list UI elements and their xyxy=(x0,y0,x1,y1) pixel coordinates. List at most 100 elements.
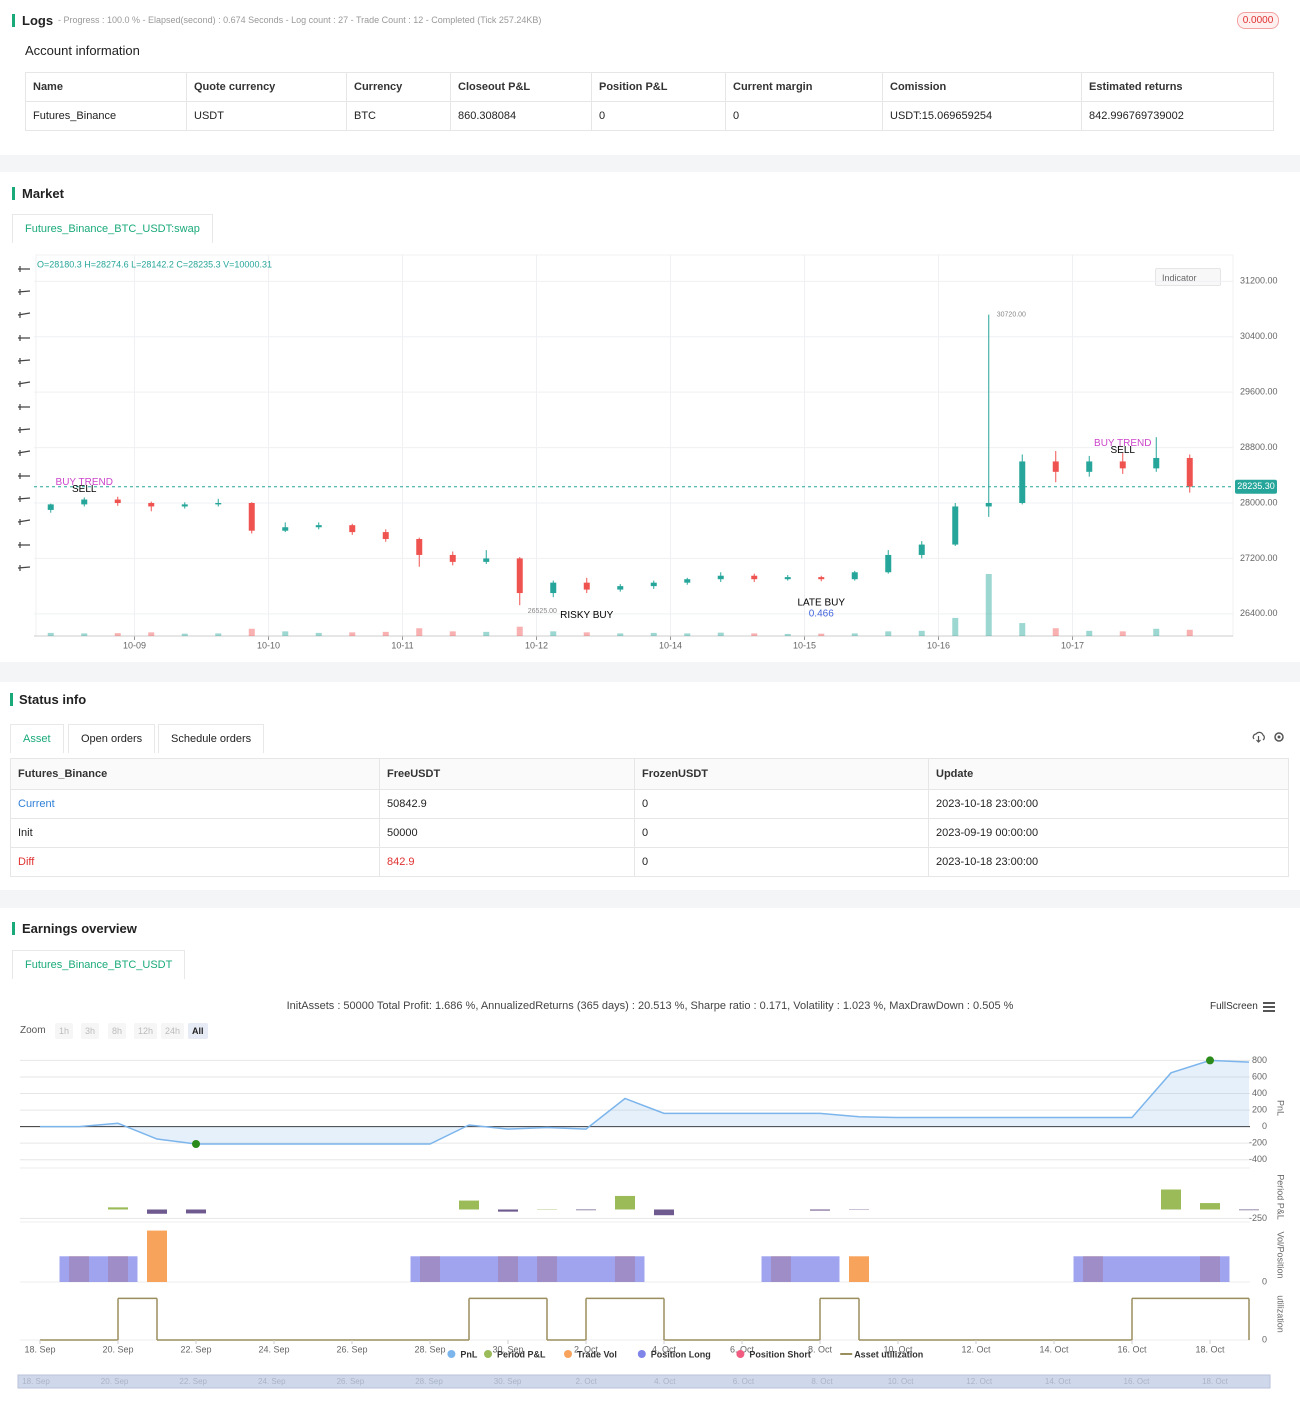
status-table: Futures_Binance FreeUSDT FrozenUSDT Update C… xyxy=(10,758,1289,877)
annotation: BUY TREND xyxy=(1094,438,1151,449)
candle-body xyxy=(181,504,188,507)
bar xyxy=(1239,1209,1259,1211)
tool-icon[interactable] xyxy=(18,473,30,479)
candle-body xyxy=(148,502,155,507)
bar xyxy=(761,1256,801,1282)
candle-body xyxy=(282,527,289,531)
legend-label[interactable]: PnL xyxy=(460,1349,478,1359)
tool-icon[interactable] xyxy=(17,450,31,456)
navigator-label: 4. Oct xyxy=(654,1377,676,1386)
legend-symbol xyxy=(564,1350,572,1358)
y-tick-label: 30400.00 xyxy=(1240,331,1278,341)
volume-bar xyxy=(952,617,959,636)
volume-bar xyxy=(382,631,389,636)
table-row: Current 50842.9 0 2023-10-18 23:00:00 xyxy=(10,789,1289,819)
x-tick-label: 12. Oct xyxy=(961,1344,991,1354)
tool-icon[interactable] xyxy=(18,542,30,548)
annotation: SELL xyxy=(72,484,97,495)
tool-icon[interactable] xyxy=(17,565,31,571)
candle-body xyxy=(985,502,992,507)
tool-icon[interactable] xyxy=(17,381,31,387)
legend-label[interactable]: Asset utilization xyxy=(854,1349,923,1359)
bar xyxy=(810,1209,830,1211)
volume-bar xyxy=(47,632,54,636)
earnings-card: Earnings overview Futures_Binance_BTC_US… xyxy=(0,908,1300,1410)
candle-body xyxy=(1153,457,1160,469)
section-marker xyxy=(12,922,15,935)
menu-icon-lines xyxy=(1263,1002,1275,1012)
fullscreen-button[interactable]: FullScreen xyxy=(1210,1001,1258,1012)
bar xyxy=(1190,1256,1230,1282)
navigator[interactable] xyxy=(17,1374,1271,1389)
tool-icon[interactable] xyxy=(17,496,31,502)
bar xyxy=(1161,1189,1181,1210)
table-cell: Futures_Binance xyxy=(25,101,187,131)
legend-label[interactable]: Period P&L xyxy=(497,1349,546,1359)
zoom-button[interactable]: 1h xyxy=(55,1023,74,1039)
earnings-tab[interactable]: Futures_Binance_BTC_USDT xyxy=(12,950,186,979)
volume-bar xyxy=(851,633,858,636)
settings-icon[interactable] xyxy=(1274,732,1284,742)
status-tab[interactable]: Schedule orders xyxy=(158,724,265,753)
tool-icon[interactable] xyxy=(18,335,30,341)
volume-bar xyxy=(617,633,624,636)
axis-title: PnL xyxy=(1276,1100,1286,1116)
candle-body xyxy=(416,539,423,555)
volume-bar xyxy=(516,626,523,636)
y-tick-label: 29600.00 xyxy=(1240,387,1278,397)
legend-label[interactable]: Position Long xyxy=(651,1349,711,1359)
navigator-label: 8. Oct xyxy=(811,1377,833,1386)
legend-label[interactable]: Trade Vol xyxy=(577,1349,617,1359)
tool-icon[interactable] xyxy=(17,289,31,295)
logs-title: Logs xyxy=(22,13,54,28)
x-tick-label: 4. Oct xyxy=(652,1344,677,1354)
volume-bar xyxy=(114,633,121,636)
plot-area xyxy=(35,254,1234,637)
menu-icon[interactable] xyxy=(1262,1001,1276,1013)
navigator-label: 10. Oct xyxy=(888,1377,915,1386)
bar xyxy=(488,1256,528,1282)
x-tick-label: 10-09 xyxy=(123,640,146,650)
axis-title: Vol/Position xyxy=(1276,1231,1286,1278)
download-icon[interactable] xyxy=(1252,731,1265,743)
x-tick-label: 10-11 xyxy=(391,640,413,650)
navigator-label: 18. Oct xyxy=(1202,1377,1229,1386)
zoom-button[interactable]: 12h xyxy=(134,1023,158,1039)
y-tick-label: 200 xyxy=(1252,1104,1267,1114)
tool-icon[interactable] xyxy=(17,519,31,525)
annotation: BUY TREND xyxy=(56,477,113,488)
tool-icon[interactable] xyxy=(17,358,31,364)
volume-bar xyxy=(717,632,724,636)
bar xyxy=(1073,1256,1113,1282)
table-cell: 50000 xyxy=(379,818,635,848)
tool-icon[interactable] xyxy=(17,312,31,318)
y-tick-label: 26400.00 xyxy=(1240,608,1278,618)
tool-icon[interactable] xyxy=(17,427,31,433)
table-header-cell: Estimated returns xyxy=(1081,72,1274,102)
zoom-button[interactable]: All xyxy=(188,1023,208,1039)
candle-body xyxy=(81,499,88,505)
status-tab[interactable]: Open orders xyxy=(68,724,156,753)
y-tick-label: 0 xyxy=(1262,1334,1267,1344)
volume-bar xyxy=(282,631,289,636)
volume-bar xyxy=(684,633,691,636)
legend-label[interactable]: Position Short xyxy=(749,1349,811,1359)
navigator-label: 12. Oct xyxy=(966,1377,993,1386)
status-tab[interactable]: Asset xyxy=(10,724,64,753)
zoom-button[interactable]: 24h xyxy=(161,1023,185,1039)
section-marker xyxy=(10,693,13,706)
table-cell: BTC xyxy=(346,101,451,131)
volume-bar xyxy=(483,631,490,636)
zoom-button[interactable]: 8h xyxy=(108,1023,127,1039)
market-tab[interactable]: Futures_Binance_BTC_USDT:swap xyxy=(12,214,213,243)
table-cell: 2023-10-18 23:00:00 xyxy=(928,847,1289,877)
volume-bar xyxy=(181,633,188,636)
zoom-button[interactable]: 3h xyxy=(81,1023,100,1039)
x-tick-label: 22. Sep xyxy=(180,1344,211,1354)
tool-icon[interactable] xyxy=(18,404,30,410)
candle-body xyxy=(483,558,490,562)
tool-icon[interactable] xyxy=(18,266,30,272)
volume-bar xyxy=(583,632,590,636)
table-cell: Init xyxy=(10,818,380,848)
